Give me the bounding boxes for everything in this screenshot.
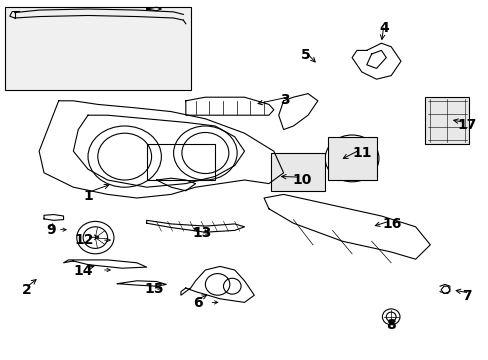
Text: 10: 10 [292, 173, 311, 187]
Text: 4: 4 [378, 21, 388, 35]
Text: 15: 15 [144, 282, 163, 296]
Text: 14: 14 [73, 264, 93, 278]
Text: 9: 9 [46, 224, 56, 237]
Text: 7: 7 [461, 289, 471, 303]
Bar [327, 137, 376, 180]
Bar [271, 153, 325, 191]
Text: 17: 17 [456, 118, 476, 132]
Text: 6: 6 [193, 296, 203, 310]
Text: 3: 3 [280, 93, 289, 107]
Text: 2: 2 [22, 283, 32, 297]
Bar [425, 97, 468, 144]
Text: 1: 1 [83, 189, 93, 203]
Bar [146, 144, 215, 180]
Text: 13: 13 [192, 226, 211, 240]
Text: 11: 11 [351, 146, 371, 160]
Text: 16: 16 [382, 217, 401, 231]
Text: 5: 5 [300, 48, 310, 62]
Text: 8: 8 [386, 318, 395, 332]
Text: 12: 12 [74, 234, 94, 247]
Bar [5, 7, 190, 90]
